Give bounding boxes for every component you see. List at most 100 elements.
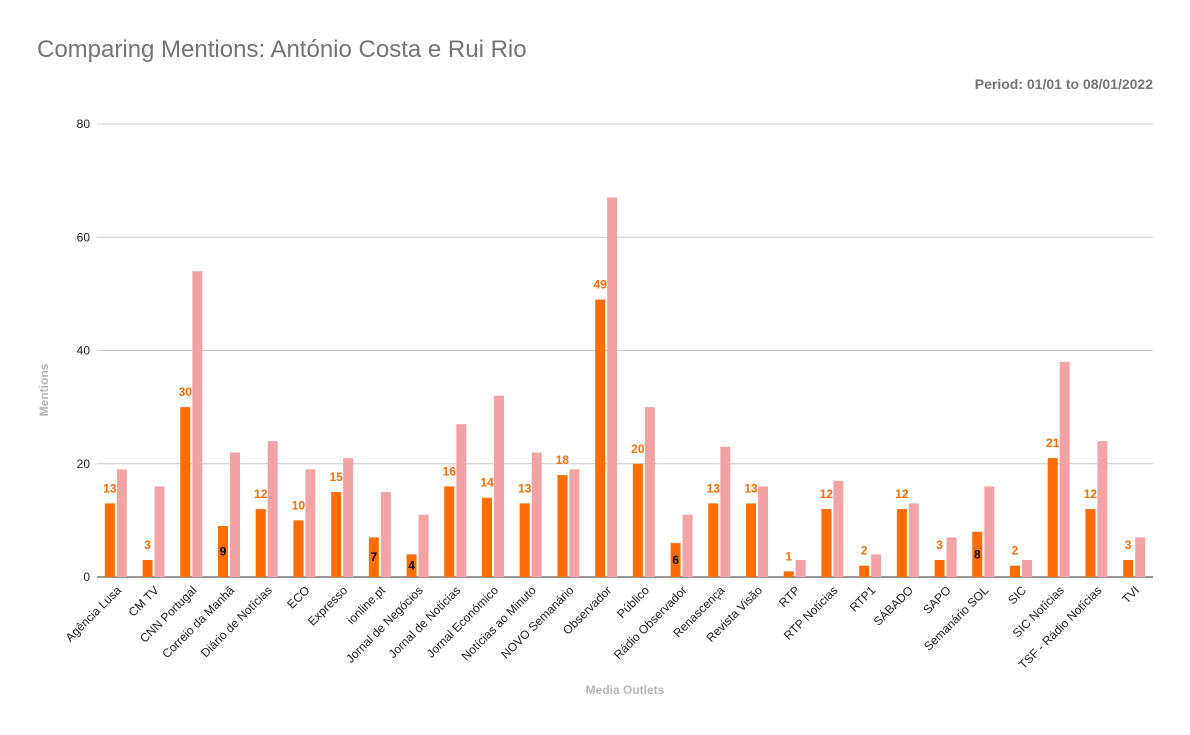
bar-series-1 bbox=[368, 537, 379, 577]
x-tick-label: RTP1 bbox=[847, 583, 879, 615]
bar-series-1 bbox=[1123, 560, 1134, 577]
bar-series-2 bbox=[230, 452, 240, 577]
data-label: 2 bbox=[861, 544, 868, 558]
data-label: 13 bbox=[518, 481, 532, 495]
y-tick-label: 40 bbox=[77, 344, 91, 358]
data-label: 12 bbox=[1084, 487, 1098, 501]
bar-series-2 bbox=[682, 514, 693, 577]
bar-series-2 bbox=[116, 469, 127, 577]
bar-series-2 bbox=[946, 537, 957, 577]
bar-series-1 bbox=[557, 475, 568, 577]
data-label: 10 bbox=[292, 498, 306, 512]
bar-series-2 bbox=[456, 424, 467, 577]
data-label: 18 bbox=[556, 453, 570, 467]
data-label: 21 bbox=[1046, 436, 1060, 450]
bar-series-2 bbox=[154, 486, 165, 577]
bar-series-1 bbox=[482, 497, 492, 577]
data-label: 13 bbox=[744, 481, 758, 495]
data-label: 1 bbox=[785, 549, 792, 563]
bar-series-1 bbox=[821, 509, 832, 577]
data-label: 12 bbox=[820, 487, 834, 501]
period-label: Period: 01/01 to 08/01/2022 bbox=[974, 76, 1153, 92]
data-label: 3 bbox=[936, 538, 943, 552]
bar-series-2 bbox=[305, 469, 316, 577]
bar-series-2 bbox=[569, 469, 580, 577]
bar-series-1 bbox=[934, 560, 945, 577]
x-tick-label: Expresso bbox=[305, 583, 351, 629]
bar-series-1 bbox=[595, 299, 606, 577]
data-label: 15 bbox=[329, 470, 343, 484]
bar-series-1 bbox=[1010, 565, 1020, 577]
x-tick-label: SIC bbox=[1005, 583, 1029, 607]
x-tick-label: Agência Lusa bbox=[63, 583, 125, 645]
bar-series-2 bbox=[758, 486, 768, 577]
y-tick-label: 0 bbox=[83, 570, 90, 584]
data-label: 12 bbox=[895, 487, 909, 501]
bar-series-2 bbox=[267, 441, 278, 577]
bar-series-2 bbox=[531, 452, 542, 577]
x-tick-label: SÁBADO bbox=[870, 583, 916, 629]
bar-series-2 bbox=[418, 514, 429, 577]
data-label: 13 bbox=[103, 481, 117, 495]
bar-series-2 bbox=[795, 560, 806, 577]
bar-series-1 bbox=[331, 492, 342, 577]
data-label: 3 bbox=[144, 538, 151, 552]
bar-series-1 bbox=[104, 503, 115, 577]
bar-series-1 bbox=[972, 531, 983, 577]
bar-series-1 bbox=[406, 554, 417, 577]
y-tick-label: 20 bbox=[77, 457, 91, 471]
data-label: 4 bbox=[408, 559, 415, 573]
bar-series-1 bbox=[783, 571, 794, 577]
x-tick-label: Semanário SOL bbox=[921, 583, 992, 654]
bar-series-1 bbox=[255, 509, 266, 577]
data-label: 9 bbox=[220, 545, 227, 559]
x-axis-title: Media Outlets bbox=[586, 683, 665, 697]
bar-series-1 bbox=[519, 503, 530, 577]
data-label: 30 bbox=[179, 385, 193, 399]
bar-series-2 bbox=[494, 395, 504, 577]
bar-series-2 bbox=[984, 486, 995, 577]
bar-series-2 bbox=[192, 271, 203, 577]
data-label: 8 bbox=[974, 547, 981, 561]
x-tick-label: RTP bbox=[776, 583, 803, 610]
data-label: 7 bbox=[371, 550, 378, 564]
bar-series-1 bbox=[142, 560, 153, 577]
bar-series-2 bbox=[1022, 560, 1032, 577]
data-label: 49 bbox=[593, 278, 607, 292]
y-tick-label: 60 bbox=[77, 230, 91, 244]
y-tick-label: 80 bbox=[77, 117, 91, 131]
x-tick-label: TVI bbox=[1119, 583, 1142, 606]
bar-series-1 bbox=[670, 543, 681, 577]
bar-series-1 bbox=[896, 509, 907, 577]
bar-series-2 bbox=[644, 407, 655, 577]
bar-series-1 bbox=[218, 526, 228, 577]
bar-series-2 bbox=[871, 554, 882, 577]
bar-series-2 bbox=[908, 503, 919, 577]
bar-series-2 bbox=[1135, 537, 1146, 577]
bar-series-2 bbox=[833, 480, 844, 577]
bar-series-1 bbox=[180, 407, 191, 577]
data-label: 13 bbox=[707, 481, 721, 495]
data-label: 12 bbox=[254, 487, 268, 501]
bar-series-1 bbox=[746, 503, 756, 577]
bar-series-1 bbox=[632, 463, 643, 577]
bar-series-2 bbox=[343, 458, 354, 577]
data-label: 2 bbox=[1012, 544, 1019, 558]
bar-series-2 bbox=[1097, 441, 1108, 577]
bar-series-1 bbox=[293, 520, 304, 577]
bar-series-1 bbox=[444, 486, 455, 577]
bar-series-1 bbox=[708, 503, 719, 577]
chart-title: Comparing Mentions: António Costa e Rui … bbox=[37, 36, 527, 63]
x-tick-label: CM TV bbox=[126, 583, 162, 619]
bar-series-2 bbox=[720, 446, 731, 577]
bar-series-1 bbox=[1085, 509, 1096, 577]
data-label: 16 bbox=[443, 464, 457, 478]
data-label: 3 bbox=[1125, 538, 1132, 552]
bar-series-1 bbox=[859, 565, 870, 577]
bar-series-2 bbox=[607, 197, 618, 578]
x-tick-label: SAPO bbox=[920, 583, 953, 616]
data-label: 6 bbox=[672, 553, 679, 567]
bar-series-2 bbox=[1059, 361, 1070, 577]
bar-series-2 bbox=[380, 492, 391, 577]
